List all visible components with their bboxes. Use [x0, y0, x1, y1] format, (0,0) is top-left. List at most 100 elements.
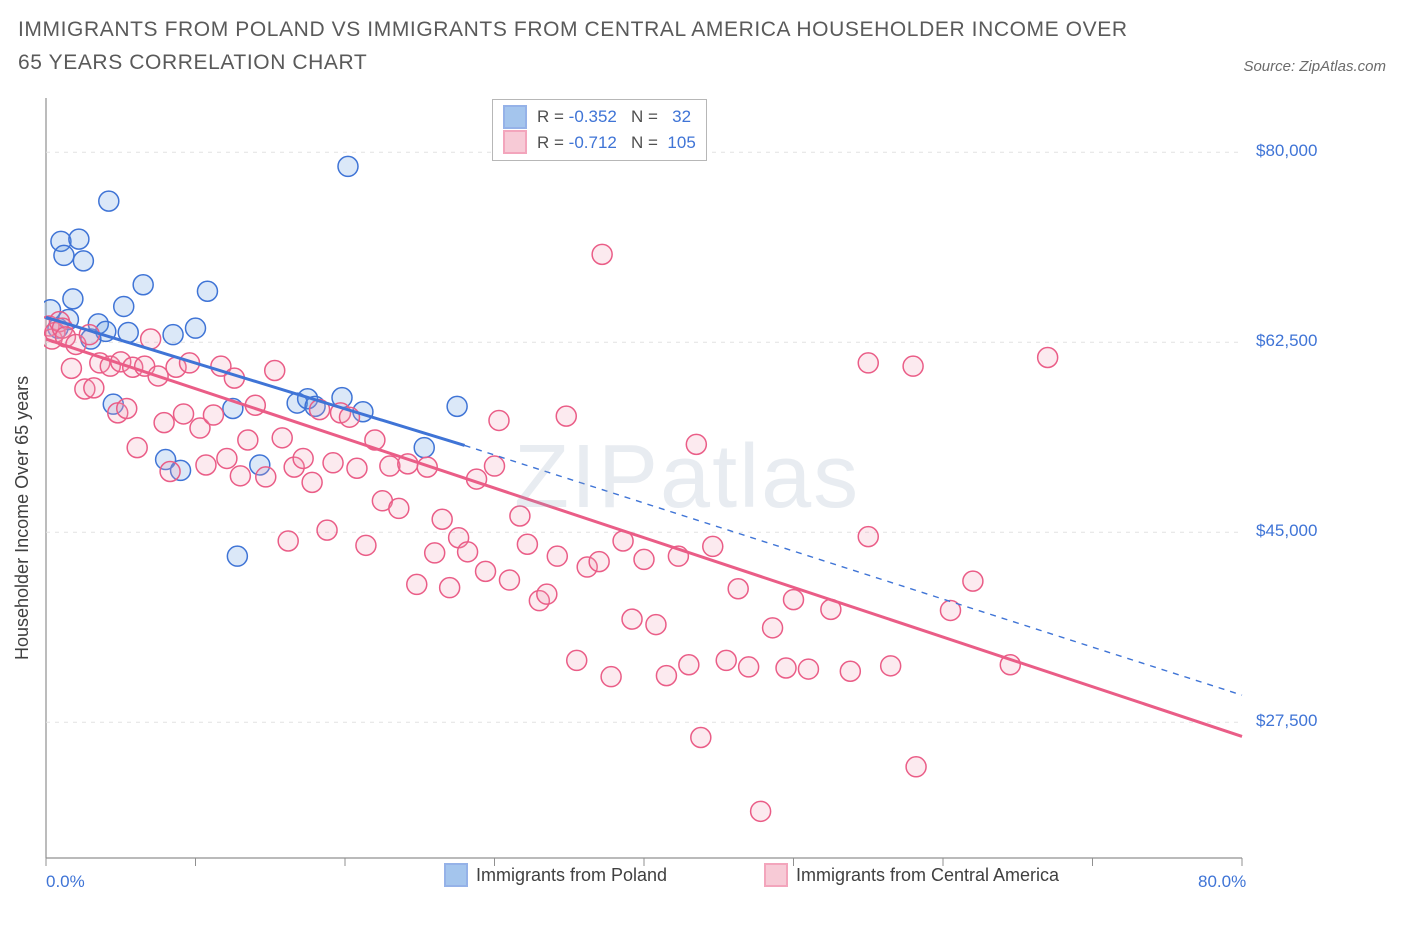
- data-point: [567, 650, 587, 670]
- legend-item: Immigrants from Central America: [764, 863, 1059, 887]
- data-point: [432, 509, 452, 529]
- data-point: [389, 498, 409, 518]
- data-point: [380, 456, 400, 476]
- data-point: [476, 561, 496, 581]
- data-point: [763, 618, 783, 638]
- x-tick-label: 0.0%: [46, 872, 85, 892]
- legend-label: Immigrants from Central America: [796, 865, 1059, 886]
- data-point: [517, 534, 537, 554]
- data-point: [63, 289, 83, 309]
- data-point: [858, 527, 878, 547]
- series-swatch: [503, 105, 527, 129]
- data-point: [634, 549, 654, 569]
- data-point: [499, 570, 519, 590]
- data-point: [656, 666, 676, 686]
- data-point: [906, 757, 926, 777]
- data-point: [425, 543, 445, 563]
- data-point: [61, 358, 81, 378]
- data-point: [547, 546, 567, 566]
- data-point: [338, 156, 358, 176]
- data-point: [356, 535, 376, 555]
- chart-title: IMMIGRANTS FROM POLAND VS IMMIGRANTS FRO…: [18, 14, 1138, 79]
- data-point: [646, 615, 666, 635]
- data-point: [798, 659, 818, 679]
- y-tick-label: $27,500: [1256, 711, 1317, 731]
- data-point: [485, 456, 505, 476]
- data-point: [489, 410, 509, 430]
- data-point: [197, 281, 217, 301]
- data-point: [278, 531, 298, 551]
- y-tick-label: $80,000: [1256, 141, 1317, 161]
- data-point: [302, 472, 322, 492]
- data-point: [127, 438, 147, 458]
- data-point: [117, 399, 137, 419]
- data-point: [317, 520, 337, 540]
- data-point: [537, 584, 557, 604]
- data-point: [265, 361, 285, 381]
- stats-legend-box: R = -0.352 N = 32R = -0.712 N = 105: [492, 99, 707, 161]
- data-point: [1038, 347, 1058, 367]
- data-point: [256, 467, 276, 487]
- data-point: [963, 571, 983, 591]
- data-point: [622, 609, 642, 629]
- data-point: [440, 578, 460, 598]
- data-point: [716, 650, 736, 670]
- data-point: [686, 434, 706, 454]
- data-point: [414, 438, 434, 458]
- data-point: [186, 318, 206, 338]
- data-point: [903, 356, 923, 376]
- stats-row: R = -0.352 N = 32: [503, 104, 696, 130]
- legend-label: Immigrants from Poland: [476, 865, 667, 886]
- data-point: [73, 251, 93, 271]
- legend-swatch: [444, 863, 468, 887]
- data-point: [776, 658, 796, 678]
- data-point: [601, 667, 621, 687]
- data-point: [691, 727, 711, 747]
- y-tick-label: $62,500: [1256, 331, 1317, 351]
- data-point: [458, 542, 478, 562]
- data-point: [293, 448, 313, 468]
- data-point: [703, 536, 723, 556]
- y-tick-label: $45,000: [1256, 521, 1317, 541]
- data-point: [230, 466, 250, 486]
- data-point: [589, 552, 609, 572]
- data-point: [840, 661, 860, 681]
- data-point: [272, 428, 292, 448]
- legend-swatch: [764, 863, 788, 887]
- data-point: [227, 546, 247, 566]
- data-point: [174, 404, 194, 424]
- data-point: [217, 448, 237, 468]
- data-point: [407, 574, 427, 594]
- source-attribution: Source: ZipAtlas.com: [1243, 58, 1386, 75]
- data-point: [728, 579, 748, 599]
- chart-svg: [44, 96, 1324, 896]
- stats-row: R = -0.712 N = 105: [503, 130, 696, 156]
- data-point: [84, 378, 104, 398]
- legend-item: Immigrants from Poland: [444, 863, 667, 887]
- data-point: [510, 506, 530, 526]
- data-point: [154, 413, 174, 433]
- scatter-chart: R = -0.352 N = 32R = -0.712 N = 105 ZIPa…: [44, 96, 1324, 856]
- stats-text: R = -0.712 N = 105: [537, 130, 696, 156]
- data-point: [163, 325, 183, 345]
- data-point: [784, 590, 804, 610]
- data-point: [160, 461, 180, 481]
- data-point: [858, 353, 878, 373]
- x-tick-label: 80.0%: [1198, 872, 1246, 892]
- data-point: [196, 455, 216, 475]
- data-point: [133, 275, 153, 295]
- data-point: [447, 396, 467, 416]
- data-point: [347, 458, 367, 478]
- trend-line: [46, 317, 465, 445]
- data-point: [556, 406, 576, 426]
- data-point: [114, 296, 134, 316]
- series-swatch: [503, 130, 527, 154]
- data-point: [739, 657, 759, 677]
- data-point: [99, 191, 119, 211]
- data-point: [679, 655, 699, 675]
- data-point: [592, 244, 612, 264]
- data-point: [323, 453, 343, 473]
- data-point: [238, 430, 258, 450]
- data-point: [69, 229, 89, 249]
- trend-line: [46, 339, 1242, 736]
